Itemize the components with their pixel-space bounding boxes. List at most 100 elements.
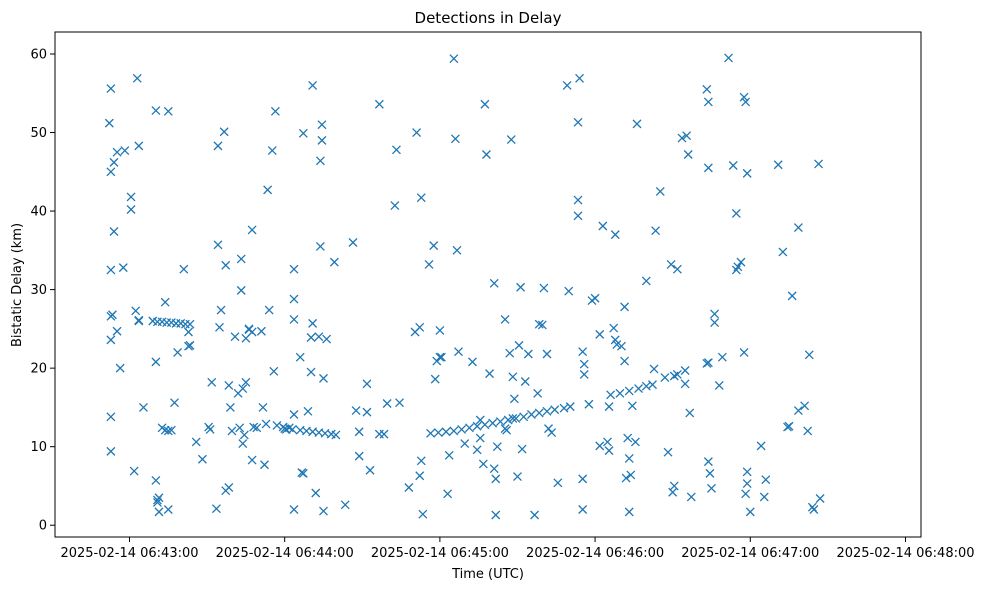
data-point-marker (714, 380, 724, 390)
data-point-marker (468, 357, 477, 367)
data-point-marker (319, 506, 328, 516)
data-point-marker (733, 262, 743, 272)
data-markers (104, 53, 825, 520)
data-point-marker (491, 474, 501, 484)
data-point-marker (516, 282, 526, 292)
data-point-marker (547, 428, 557, 438)
data-point-marker (179, 264, 189, 274)
data-point-marker (289, 264, 299, 274)
data-point-marker (430, 374, 440, 384)
data-point-marker (443, 489, 453, 499)
data-point-marker (584, 399, 594, 409)
data-point-marker (702, 84, 712, 94)
data-point-marker (634, 384, 644, 394)
data-point-marker (710, 318, 720, 328)
data-point-marker (362, 407, 372, 417)
data-point-marker (603, 437, 612, 447)
y-tick-label: 30 (30, 283, 47, 298)
data-point-marker (106, 84, 116, 94)
data-point-marker (390, 201, 400, 211)
data-point-marker (703, 97, 713, 107)
data-point-marker (152, 497, 162, 507)
data-point-marker (793, 406, 803, 416)
data-point-marker (542, 349, 552, 359)
y-tick-label: 0 (39, 519, 47, 534)
data-point-marker (573, 211, 583, 221)
data-point-marker (478, 459, 488, 469)
data-point-marker (219, 127, 229, 137)
data-point-marker (809, 505, 819, 514)
data-point-marker (800, 401, 810, 411)
data-point-marker (624, 507, 634, 517)
data-point-marker (623, 433, 633, 443)
data-point-marker (565, 402, 575, 412)
data-point-marker (489, 278, 499, 288)
y-tick-label: 60 (30, 47, 47, 62)
data-point-marker (677, 133, 687, 143)
data-point-marker (441, 427, 451, 437)
data-point-marker (590, 293, 600, 303)
data-point-marker (239, 430, 249, 440)
data-point-marker (784, 421, 794, 431)
data-point-marker (230, 332, 240, 342)
data-point-marker (331, 430, 341, 440)
y-tick-label: 50 (30, 126, 47, 141)
data-point-marker (680, 379, 690, 389)
data-point-marker (260, 460, 269, 470)
x-axis-label: Time (UTC) (451, 567, 524, 582)
data-point-marker (154, 493, 164, 503)
data-point-marker (648, 380, 657, 390)
y-tick-label: 10 (30, 440, 47, 455)
data-point-marker (306, 333, 316, 342)
data-point-marker (163, 426, 173, 436)
data-point-marker (435, 325, 445, 335)
data-point-marker (742, 467, 752, 477)
data-point-marker (444, 450, 454, 460)
plot-area-frame (54, 31, 922, 538)
data-point-marker (197, 454, 207, 464)
data-point-marker (739, 92, 749, 102)
data-point-marker (682, 131, 692, 141)
data-point-marker (354, 451, 364, 461)
data-point-marker (118, 263, 128, 273)
data-point-marker (235, 423, 245, 433)
data-point-marker (488, 418, 498, 428)
data-point-marker (314, 332, 324, 342)
data-point-marker (418, 509, 428, 519)
data-point-marker (683, 150, 693, 159)
data-point-marker (530, 510, 540, 520)
data-point-marker (126, 192, 136, 202)
data-point-marker (112, 147, 122, 157)
data-point-marker (452, 245, 462, 255)
data-point-marker (120, 146, 130, 156)
data-point-marker (615, 388, 625, 398)
data-point-marker (472, 445, 482, 455)
data-point-marker (134, 316, 144, 326)
data-point-marker (632, 119, 642, 129)
data-point-marker (109, 227, 119, 236)
data-point-marker (717, 352, 727, 362)
data-point-marker (604, 446, 614, 456)
data-point-marker (553, 478, 563, 488)
data-point-marker (542, 406, 552, 416)
x-tick-label: 2025-02-14 06:48:00 (836, 546, 974, 561)
data-point-marker (773, 160, 783, 170)
data-point-marker (391, 145, 401, 155)
data-point-marker (526, 410, 536, 419)
data-point-marker (213, 240, 223, 250)
data-point-marker (630, 437, 640, 447)
data-point-marker (660, 373, 670, 383)
data-point-marker (598, 221, 608, 231)
data-point-marker (213, 141, 223, 151)
data-point-marker (686, 492, 696, 502)
data-point-marker (280, 424, 290, 434)
data-point-marker (227, 426, 237, 436)
data-point-marker (166, 425, 176, 435)
data-point-marker (575, 73, 585, 83)
data-point-marker (495, 417, 505, 427)
data-point-marker (669, 481, 679, 491)
x-tick-label: 2025-02-14 06:47:00 (681, 546, 819, 561)
data-point-marker (247, 225, 257, 235)
data-point-marker (216, 305, 226, 315)
data-point-marker (163, 106, 173, 116)
